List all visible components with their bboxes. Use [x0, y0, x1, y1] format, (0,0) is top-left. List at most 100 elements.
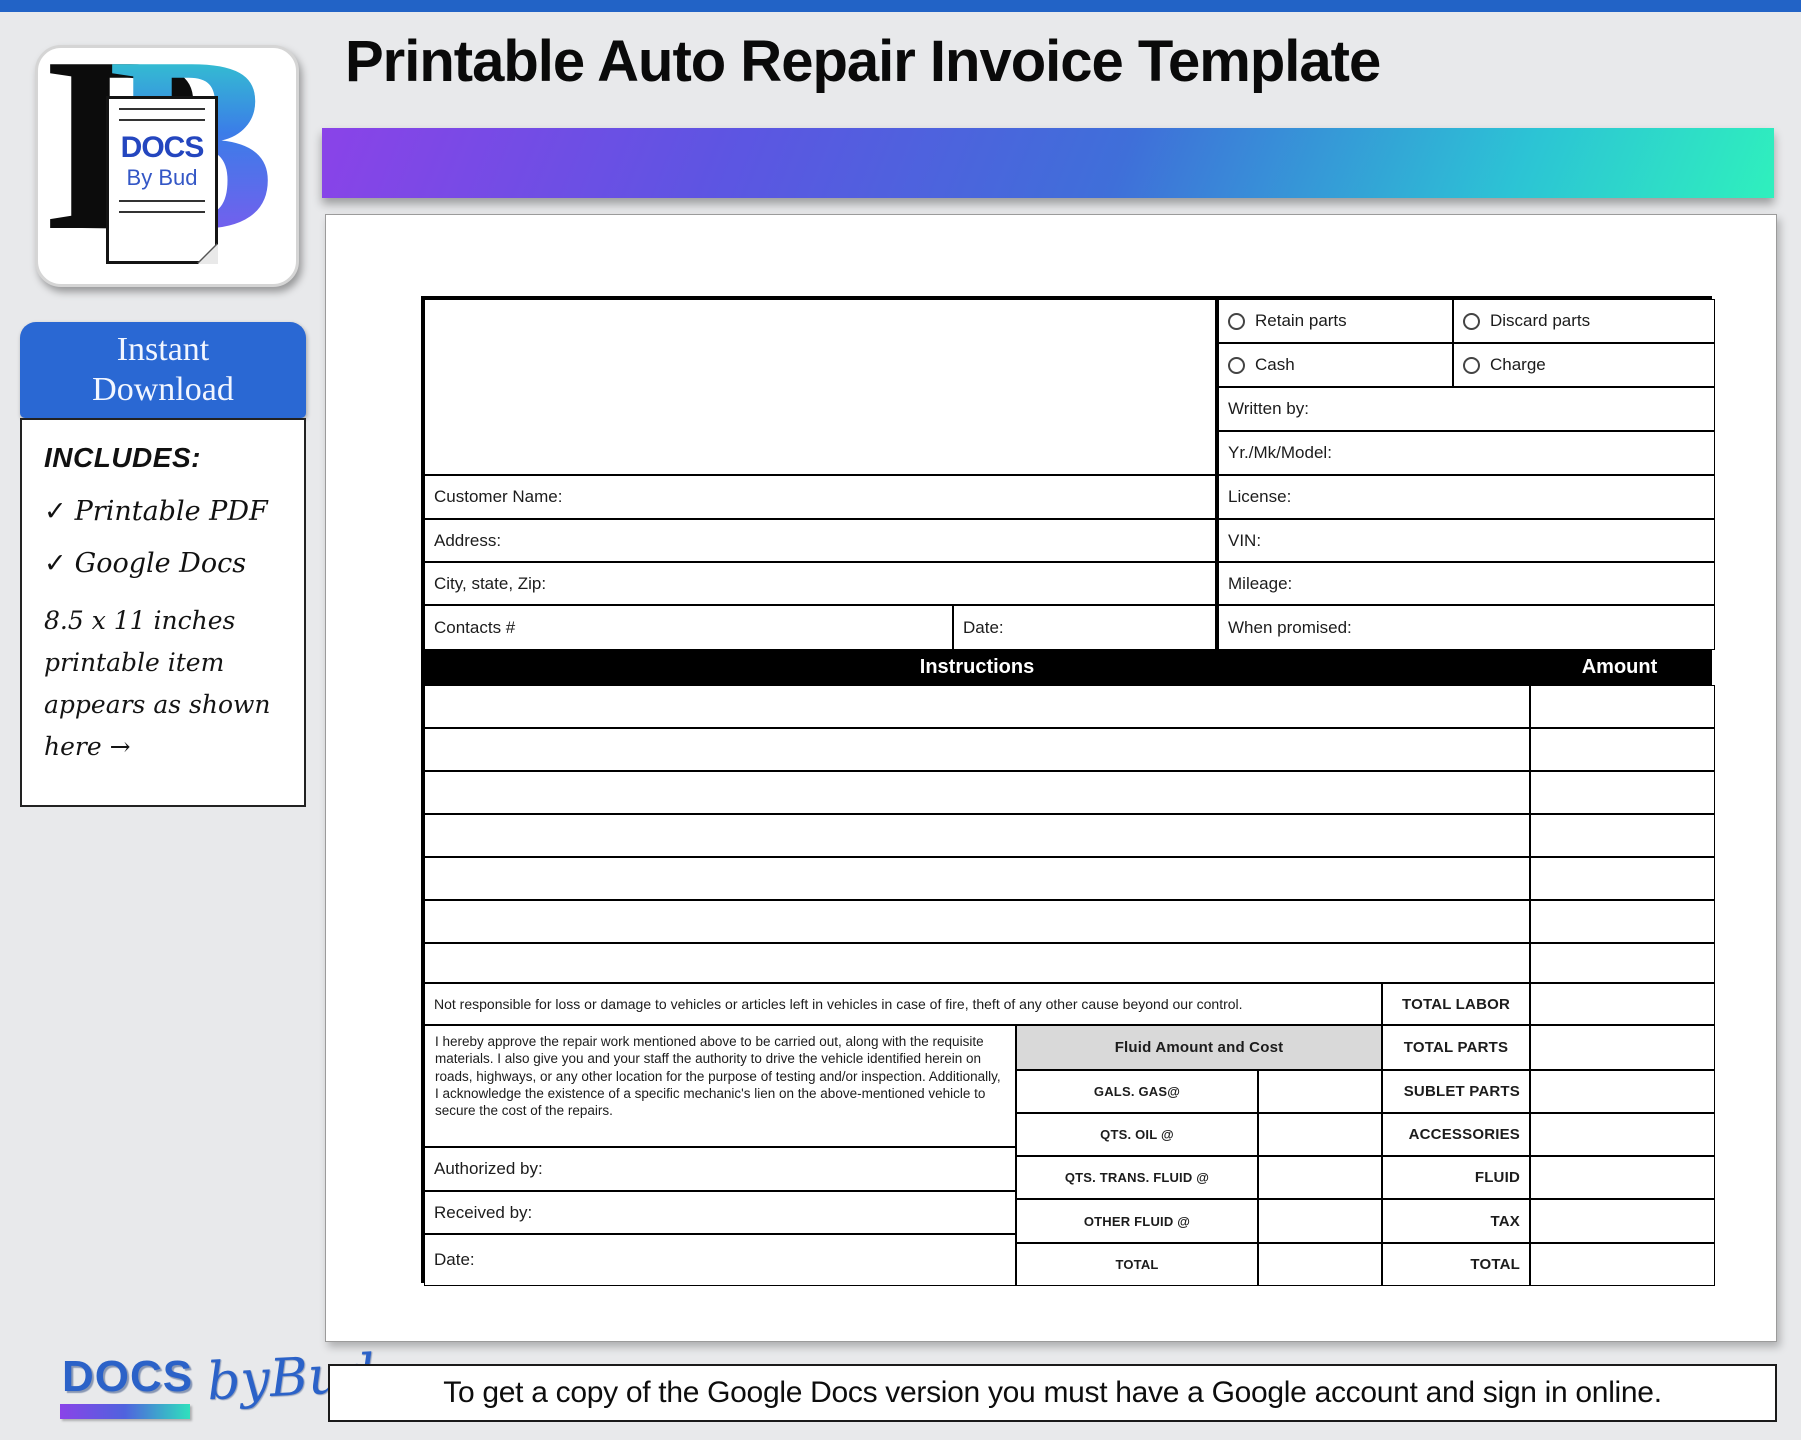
fluid-label: QTS. TRANS. FLUID @ — [1064, 1170, 1210, 1185]
brand-logo: B B DOCS By Bud — [35, 45, 299, 287]
field-contacts: Contacts # — [424, 605, 953, 650]
amount-cell — [1530, 685, 1715, 728]
gradient-accent-bar — [322, 128, 1774, 198]
totals-label: SUBLET PARTS — [1403, 1083, 1520, 1100]
option-charge: Charge — [1453, 343, 1715, 387]
doc-line — [119, 119, 205, 121]
field-customer-name: Customer Name: — [424, 475, 1216, 519]
amount-cell — [1530, 1025, 1715, 1070]
amount-cell — [1530, 857, 1715, 900]
footer-gradient-underline — [60, 1404, 190, 1419]
size-note-line: 8.5 x 11 inches — [44, 606, 236, 635]
option-discard-parts: Discard parts — [1453, 299, 1715, 343]
field-label: Address: — [434, 530, 502, 550]
option-label: Discard parts — [1490, 311, 1591, 330]
field-signature-date: Date: — [424, 1234, 1016, 1286]
amount-cell — [1530, 1113, 1715, 1156]
amount-cell — [1530, 771, 1715, 814]
amount-cell — [1530, 943, 1715, 983]
footer-note-bar: To get a copy of the Google Docs version… — [328, 1364, 1777, 1422]
field-when-promised: When promised: — [1216, 605, 1715, 650]
size-note-line: here → — [44, 732, 131, 761]
field-label: Customer Name: — [434, 487, 563, 506]
fluid-label: QTS. OIL @ — [1100, 1127, 1174, 1142]
field-written-by: Written by: — [1216, 387, 1715, 431]
instruction-row — [424, 900, 1530, 943]
fluid-header: Fluid Amount and Cost — [1016, 1025, 1382, 1070]
field-label: Date: — [963, 617, 1004, 637]
field-label: Contacts # — [434, 617, 516, 637]
field-label: Mileage: — [1228, 573, 1293, 593]
totals-label: TOTAL LABOR — [1401, 995, 1511, 1013]
include-item-label: Printable PDF — [74, 496, 268, 527]
field-label: City, state, Zip: — [434, 573, 547, 593]
fluid-value-cell — [1258, 1199, 1382, 1243]
amount-cell — [1530, 1199, 1715, 1243]
logo-docs-text: DOCS — [120, 131, 205, 164]
size-note-line: printable item — [44, 648, 225, 677]
amount-cell — [1530, 1243, 1715, 1286]
checkmark-icon: ✓ — [44, 548, 67, 579]
field-label: Authorized by: — [434, 1159, 543, 1178]
logo-bybud-text: By Bud — [126, 165, 198, 190]
amount-cell — [1530, 983, 1715, 1025]
doc-line — [119, 211, 205, 213]
field-yr-mk-model: Yr./Mk/Model: — [1216, 431, 1715, 475]
badge-line1: Instant — [116, 330, 210, 368]
total-parts-label: TOTAL PARTS — [1382, 1025, 1530, 1070]
sublet-parts-label: SUBLET PARTS — [1382, 1070, 1530, 1113]
radio-charge[interactable] — [1463, 356, 1480, 374]
amount-cell — [1530, 900, 1715, 943]
option-label: Charge — [1490, 355, 1546, 374]
fluid-row-trans-fluid: QTS. TRANS. FLUID @ — [1016, 1156, 1258, 1199]
option-label: Retain parts — [1255, 311, 1347, 330]
fluid-value-cell — [1258, 1113, 1382, 1156]
footer-note-text: To get a copy of the Google Docs version… — [443, 1376, 1662, 1409]
instant-download-badge[interactable]: Instant Download — [20, 322, 306, 418]
fluid-row-gas: GALS. GAS@ — [1016, 1070, 1258, 1113]
fluid-header-label: Fluid Amount and Cost — [1114, 1039, 1284, 1056]
totals-label: ACCESSORIES — [1408, 1126, 1520, 1143]
instruction-row — [424, 685, 1530, 728]
field-label: Written by: — [1228, 399, 1309, 418]
logo-document-icon: DOCS By Bud — [106, 96, 218, 264]
fluid-label: GALS. GAS@ — [1093, 1084, 1181, 1099]
footer-docs-text: DOCS — [62, 1352, 194, 1401]
totals-label: TAX — [1490, 1212, 1520, 1230]
instruction-row — [424, 857, 1530, 900]
fluid-label: OTHER FLUID @ — [1083, 1213, 1191, 1229]
include-item-pdf: ✓ Printable PDF — [44, 496, 298, 527]
totals-label: TOTAL — [1470, 1256, 1520, 1273]
field-mileage: Mileage: — [1216, 562, 1715, 605]
totals-label: FLUID — [1474, 1169, 1520, 1186]
amount-cell — [1530, 1156, 1715, 1199]
field-label: License: — [1228, 487, 1292, 506]
page-title: Printable Auto Repair Invoice Template — [345, 29, 1381, 94]
size-note-line: appears as shown — [44, 690, 271, 719]
fluid-total-label: FLUID — [1382, 1156, 1530, 1199]
radio-cash[interactable] — [1228, 356, 1245, 374]
fluid-value-cell — [1258, 1156, 1382, 1199]
field-label: Date: — [434, 1250, 475, 1269]
disclaimer-text: Not responsible for loss or damage to ve… — [424, 983, 1382, 1025]
instruction-row — [424, 771, 1530, 814]
radio-discard-parts[interactable] — [1463, 312, 1480, 330]
fluid-row-oil: QTS. OIL @ — [1016, 1113, 1258, 1156]
field-date: Date: — [953, 605, 1216, 650]
doc-line — [119, 108, 205, 110]
amount-cell — [1530, 814, 1715, 857]
instructions-header: Instructions — [919, 656, 1035, 678]
totals-label: TOTAL PARTS — [1403, 1039, 1509, 1056]
instruction-row — [424, 814, 1530, 857]
checkmark-icon: ✓ — [44, 496, 67, 527]
shop-info-blank-cell — [424, 299, 1216, 475]
include-item-label: Google Docs — [74, 548, 247, 579]
top-accent-strip — [0, 0, 1801, 12]
radio-retain-parts[interactable] — [1228, 312, 1245, 330]
option-retain-parts: Retain parts — [1216, 299, 1453, 343]
fluid-row-total: TOTAL — [1016, 1243, 1258, 1286]
amount-cell — [1530, 1070, 1715, 1113]
field-label: VIN: — [1228, 530, 1262, 550]
fluid-value-cell — [1258, 1243, 1382, 1286]
instruction-row — [424, 943, 1530, 983]
